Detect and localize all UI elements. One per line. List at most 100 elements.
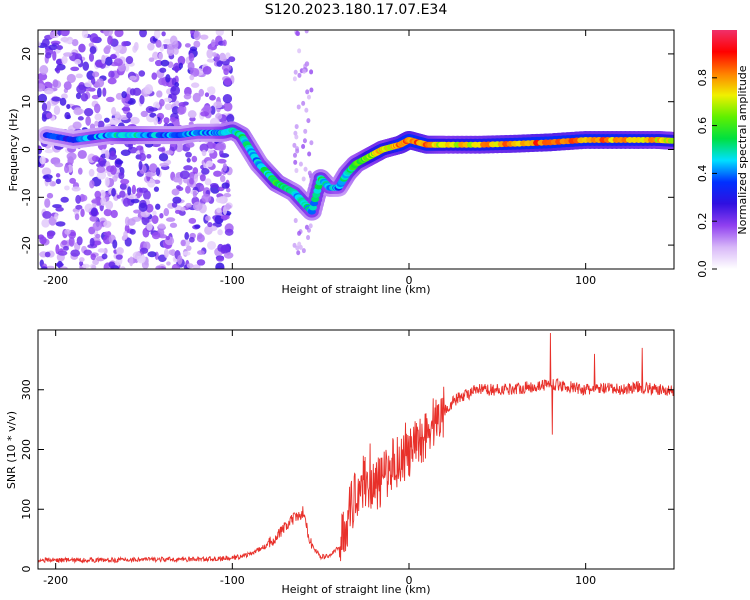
noise-blob (206, 86, 215, 93)
y-tick-label: 0 (20, 146, 33, 153)
noise-blob (141, 215, 150, 226)
noise-blob (68, 236, 75, 247)
noise-blob (169, 222, 178, 228)
noise-blob (153, 186, 160, 192)
noise-blob (193, 173, 199, 183)
noise-blob (69, 231, 76, 237)
noise-blob (88, 168, 95, 177)
y-tick-label: 0 (20, 566, 33, 573)
noise-blob (204, 92, 210, 98)
noise-blob (116, 194, 122, 199)
y-tick-label: 20 (20, 47, 33, 61)
noise-blob (49, 31, 55, 39)
noise-blob (217, 229, 223, 236)
noise-blob (159, 67, 167, 73)
noise-blob (60, 196, 69, 203)
noise-blob (172, 196, 182, 204)
noise-blob (215, 196, 225, 204)
noise-blob (138, 202, 148, 212)
noise-blob (302, 138, 307, 144)
noise-blob (132, 87, 142, 96)
noise-blob (207, 222, 213, 228)
colorbar: 0.0 0.2 0.4 0.6 0.8 Normalized spectral ampl… (696, 30, 749, 278)
noise-blob (183, 93, 192, 100)
x-tick-label: -100 (220, 274, 245, 287)
noise-blob (90, 253, 96, 261)
noise-blob (71, 39, 79, 47)
noise-blob (298, 161, 303, 167)
noise-blob (293, 218, 298, 224)
noise-blob (215, 113, 223, 120)
noise-blob (189, 74, 195, 81)
noise-blob (138, 152, 147, 162)
noise-blob (293, 130, 298, 136)
noise-blob (192, 201, 203, 211)
noise-blob (303, 128, 308, 134)
noise-blob (103, 231, 112, 236)
noise-blob (127, 186, 132, 196)
noise-blob (224, 228, 234, 236)
noise-blob (55, 178, 62, 185)
noise-blob (89, 33, 99, 43)
noise-blob (210, 183, 219, 189)
noise-blob (171, 263, 181, 269)
noise-blob (216, 141, 227, 152)
noise-blob (192, 264, 201, 269)
noise-blob (77, 116, 84, 121)
noise-blob (84, 81, 93, 88)
noise-blob (189, 116, 196, 122)
noise-blob (222, 94, 233, 104)
noise-blob (95, 233, 101, 239)
noise-blob (61, 240, 68, 246)
noise-blob (303, 166, 308, 172)
noise-blob (292, 152, 297, 158)
noise-blob (297, 72, 302, 78)
noise-blob (293, 159, 298, 165)
noise-blob (301, 176, 306, 182)
noise-blob (199, 143, 209, 153)
noise-blob (145, 203, 154, 213)
noise-blob (103, 117, 110, 123)
noise-blob (111, 106, 117, 116)
spectrogram-ylabel: Frequency (Hz) (7, 109, 20, 192)
noise-blob (126, 112, 133, 119)
noise-blob (114, 30, 124, 38)
noise-blob (163, 117, 170, 124)
noise-blob (148, 107, 158, 112)
noise-blob (108, 70, 115, 79)
snr-panel: -200 -100 0 100 0 100 200 300 Height of straigh… (5, 329, 675, 596)
noise-blob (102, 87, 107, 97)
noise-blob (83, 249, 92, 256)
noise-blob (133, 41, 139, 51)
y-tick-label: 200 (20, 439, 33, 460)
colorbar-gradient (712, 30, 737, 269)
noise-blob (192, 167, 199, 175)
noise-blob (133, 209, 142, 214)
snr-ticks: -200 -100 0 100 0 100 200 300 (20, 330, 674, 587)
ridge-blob (667, 137, 674, 144)
noise-blob (159, 213, 164, 219)
noise-blob (189, 177, 194, 185)
noise-blob (309, 140, 314, 146)
noise-blob (46, 192, 54, 199)
noise-blob (129, 116, 140, 125)
snr-series (38, 332, 674, 564)
noise-blob (200, 111, 209, 117)
noise-blob (223, 77, 232, 86)
noise-blob (309, 69, 314, 75)
colorbar-tick-label: 0.8 (696, 69, 709, 87)
noise-blob (129, 75, 137, 81)
x-tick-label: -100 (220, 574, 245, 587)
noise-blob (156, 90, 163, 98)
noise-blob (206, 49, 214, 59)
spectrogram-xlabel: Height of straight line (km) (281, 283, 430, 296)
noise-blob (115, 254, 123, 260)
noise-blob (151, 231, 161, 240)
noise-blob (199, 185, 205, 191)
noise-blob (185, 141, 195, 148)
y-tick-label: -10 (20, 188, 33, 206)
noise-blob (55, 66, 61, 74)
noise-blob (157, 223, 166, 229)
noise-blob (153, 115, 158, 126)
noise-blob (41, 218, 50, 228)
